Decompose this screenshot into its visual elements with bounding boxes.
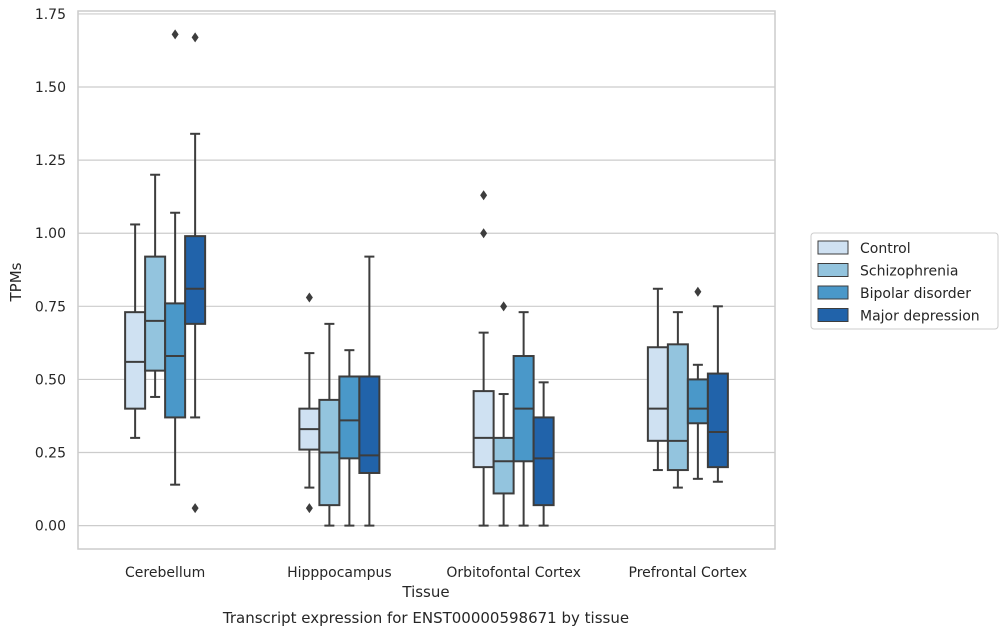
box-plot-box	[512, 311, 535, 527]
outlier-marker	[480, 228, 488, 239]
box-plot-box	[338, 349, 361, 527]
interquartile-box	[472, 390, 495, 469]
box-plot-box	[472, 190, 495, 527]
outlier-marker	[480, 190, 488, 201]
interquartile-box	[164, 302, 187, 419]
box-plot-box	[706, 305, 729, 483]
y-tick-label: 0.50	[35, 372, 66, 388]
y-tick-label: 0.00	[35, 519, 66, 535]
y-tick-label: 0.25	[35, 446, 66, 462]
box-plot-box	[318, 322, 341, 527]
outlier-marker	[191, 503, 199, 514]
interquartile-box	[706, 372, 729, 469]
y-axis-label: TPMs	[7, 262, 25, 302]
box-plot-box	[144, 173, 167, 398]
plot-frame	[77, 10, 776, 550]
outlier-marker	[500, 301, 508, 312]
x-tick-labels: Cerebellum Hipppocampus Orbitofontal Corte…	[125, 565, 747, 581]
box-plot-box	[124, 223, 147, 439]
y-tick-label: 1.00	[35, 226, 66, 242]
x-tick-label: Hipppocampus	[287, 565, 392, 581]
legend-label: Bipolar disorder	[860, 286, 971, 302]
y-tick-labels: 0.00 0.25 0.50 0.75 1.00 1.25 1.50 1.75	[35, 7, 66, 535]
interquartile-box	[666, 343, 689, 472]
interquartile-box	[184, 235, 207, 325]
legend-swatch	[817, 240, 849, 255]
x-tick-label: Orbitofontal Cortex	[446, 565, 581, 581]
interquartile-box	[646, 346, 669, 442]
outlier-marker	[171, 29, 179, 40]
interquartile-box	[492, 436, 515, 495]
interquartile-box	[358, 375, 381, 474]
box-plot-box	[298, 292, 321, 514]
interquartile-box	[532, 416, 555, 507]
y-tick-label: 1.25	[35, 153, 66, 169]
interquartile-box	[124, 311, 147, 410]
y-tick-label: 0.75	[35, 299, 66, 315]
box-plot-box	[686, 286, 709, 480]
x-tick-label: Cerebellum	[125, 565, 205, 581]
legend-swatch	[817, 308, 849, 322]
box-plot-box	[646, 287, 669, 472]
legend-label: Major depression	[860, 309, 980, 325]
outlier-marker	[305, 292, 313, 303]
x-tick-label: Prefrontal Cortex	[629, 565, 748, 581]
interquartile-box	[686, 378, 709, 425]
box-plot-marks	[124, 29, 729, 527]
box-plot-box	[358, 255, 381, 527]
box-plot-box	[164, 29, 187, 486]
x-axis-label: Tissue	[401, 583, 449, 601]
legend-swatch	[817, 263, 849, 277]
y-tick-label: 1.50	[35, 80, 66, 96]
interquartile-box	[144, 255, 167, 372]
interquartile-box	[338, 375, 361, 460]
legend-swatch	[817, 285, 849, 300]
legend-frame	[810, 232, 999, 330]
box-plot-box	[184, 32, 207, 514]
box-plot-box	[492, 301, 515, 527]
legend-label: Control	[860, 241, 911, 257]
legend: Control Schizophrenia Bipolar disorder Majo…	[810, 232, 999, 330]
outlier-marker	[305, 503, 313, 514]
chart-caption: Transcript expression for ENST0000059867…	[222, 609, 629, 627]
legend-label: Schizophrenia	[860, 264, 958, 280]
box-plot-box	[666, 311, 689, 489]
box-plot-box	[532, 381, 555, 527]
outlier-marker	[694, 286, 702, 297]
outlier-marker	[191, 32, 199, 43]
y-tick-label: 1.75	[35, 7, 66, 23]
